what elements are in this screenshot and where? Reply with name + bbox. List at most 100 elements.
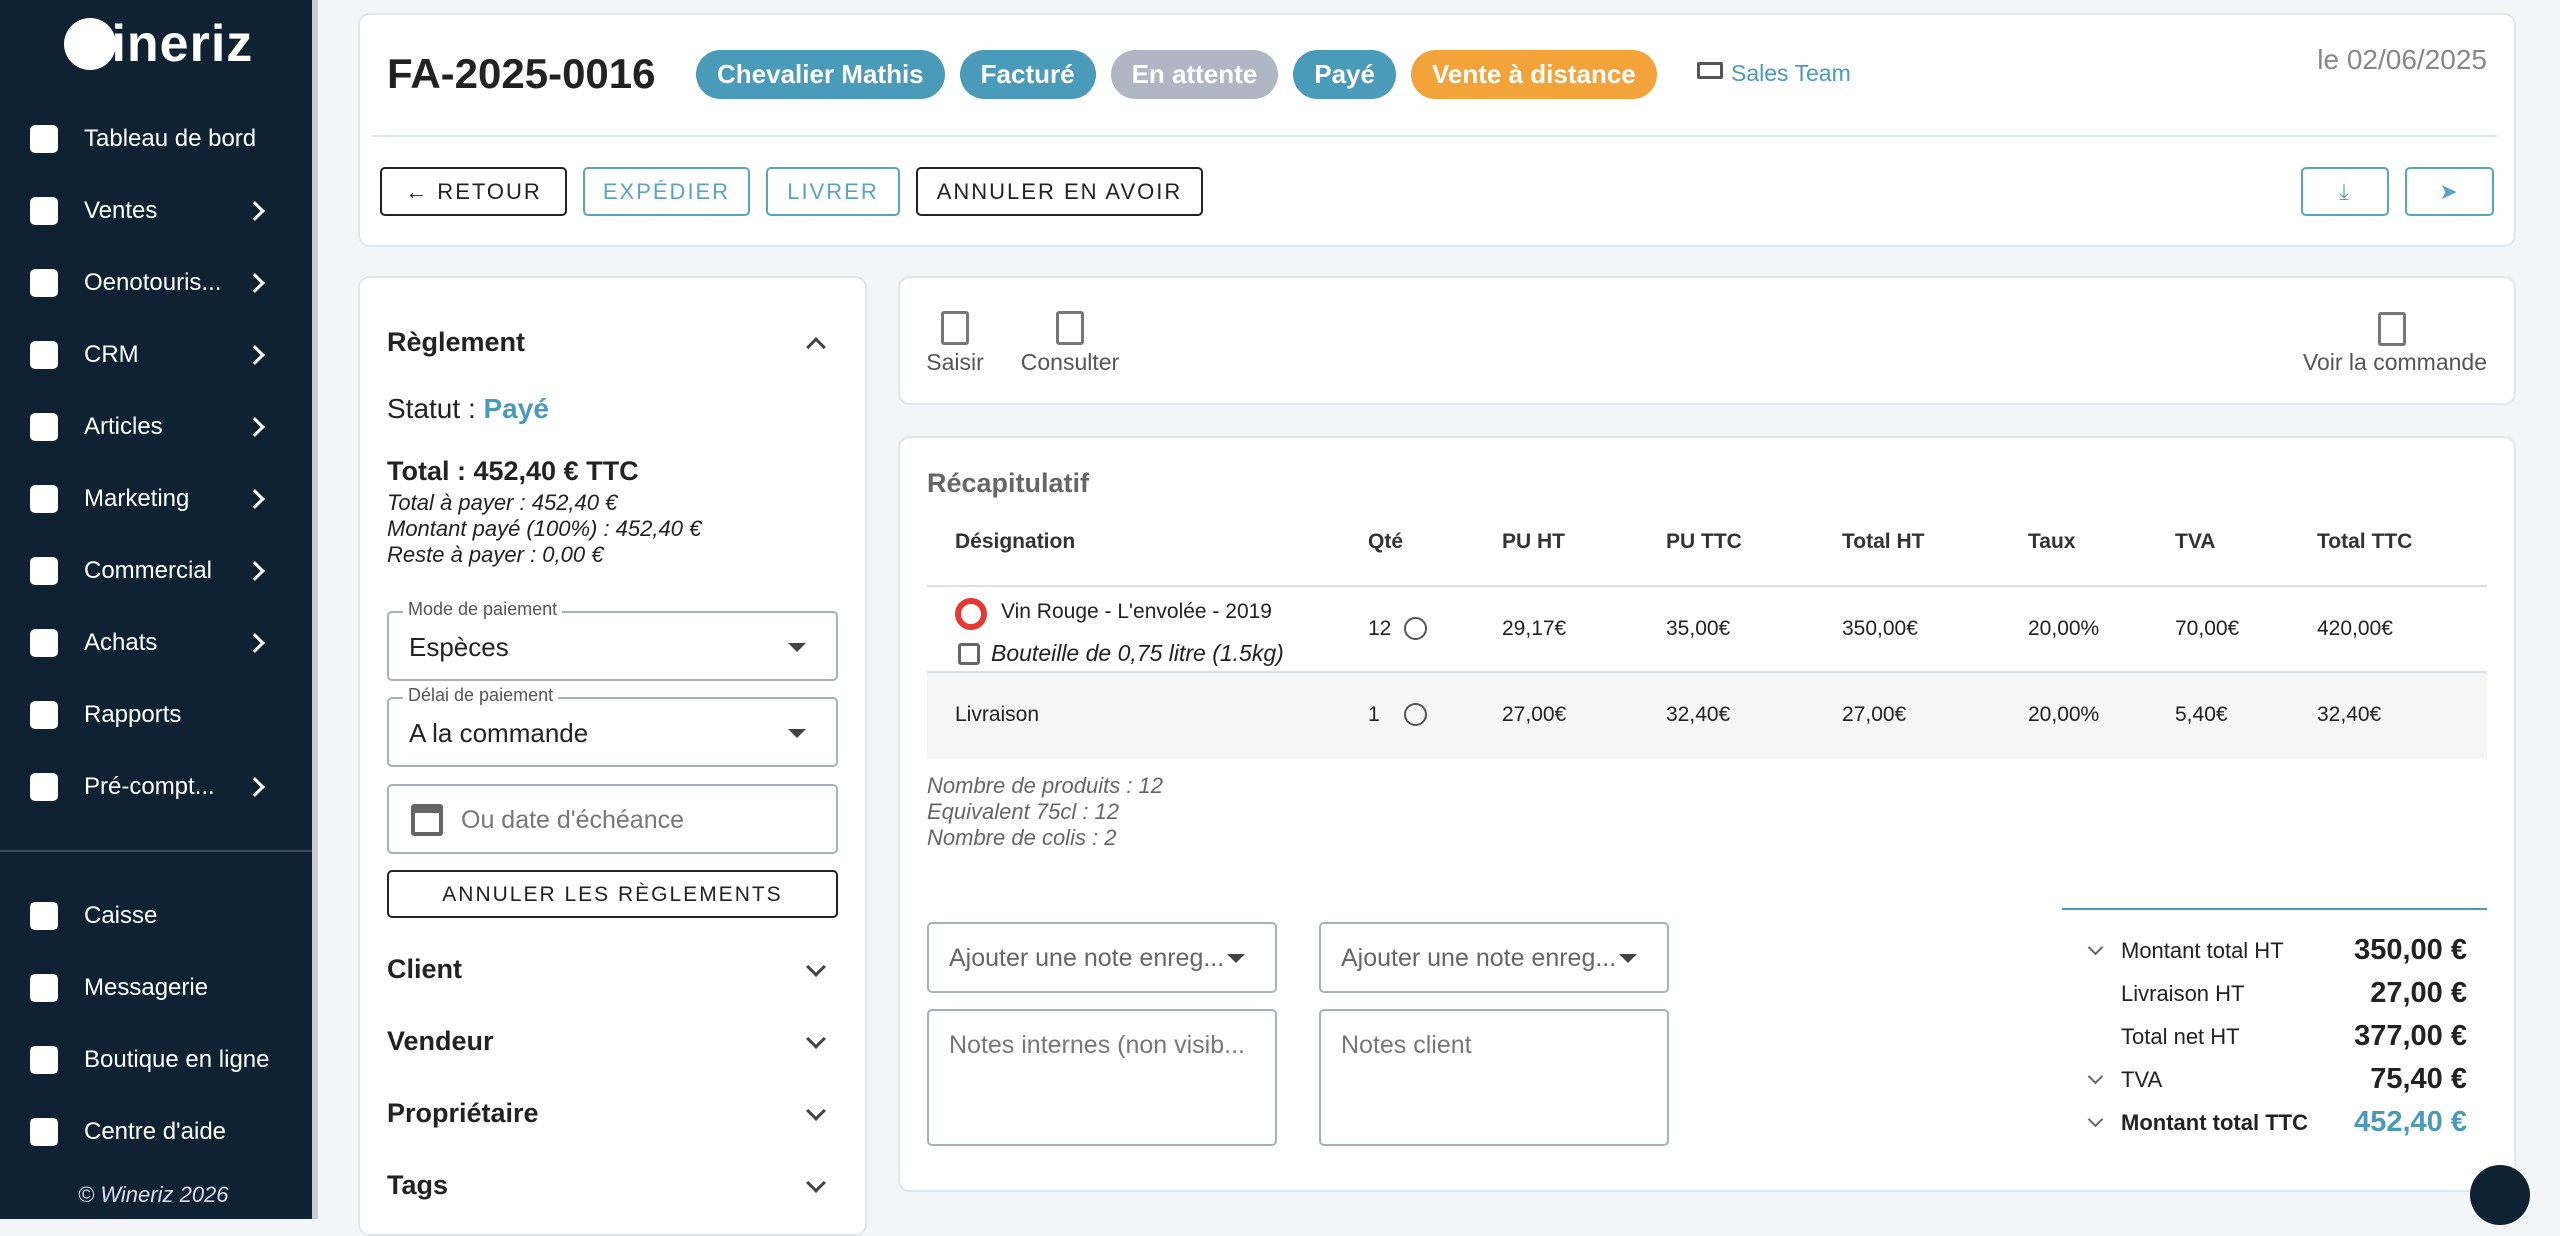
team-link[interactable]: Sales Team [1731,60,1851,86]
package-icon [958,643,980,665]
note-textarea[interactable]: Notes client [1319,1009,1669,1146]
badges: Chevalier Mathis Facturé En attente Payé Ven… [696,50,1672,99]
menu-icon [30,902,58,930]
cell: 12 [1368,617,1392,640]
cell: 27,00€ [1502,703,1567,726]
column-header: Désignation [955,530,1076,553]
payment-title: Règlement [387,327,526,357]
section-title[interactable]: Propriétaire [387,1098,539,1128]
chat-button[interactable] [2470,1165,2530,1225]
menu-icon [30,974,58,1002]
cell: 32,40€ [1666,703,1731,726]
menu-item[interactable]: Achats [84,629,158,656]
menu-item[interactable]: Oenotouris... [84,269,222,296]
product-icon [955,598,987,630]
menu-item[interactable]: Articles [84,413,163,440]
total-label: Montant total HT [2121,938,2284,963]
cell: 5,40€ [2175,703,2228,726]
menu-item[interactable]: Commercial [84,557,213,584]
download-button[interactable]: ⤓ [2301,167,2389,216]
field-label: Délai de paiement [403,685,559,706]
menu-item[interactable]: Ventes [84,197,158,224]
toolbar-item[interactable]: Consulter [1020,349,1120,375]
note-textarea[interactable]: Notes internes (non visib... [927,1009,1277,1146]
logo: wineriz [70,15,254,73]
due-date-input[interactable]: Ou date d'échéance [387,784,838,854]
menu-item[interactable]: Messagerie [84,974,209,1001]
caret [788,643,806,652]
view-icon [2378,312,2406,346]
section-title[interactable]: Client [387,954,463,984]
caret [1619,954,1637,963]
menu-icon [30,629,58,657]
cancel-payments-button[interactable]: ANNULER LES RÈGLEMENTS [387,870,838,918]
menu-item[interactable]: Rapports [84,701,182,728]
field-label: Mode de paiement [403,599,563,620]
payment-delay-select[interactable]: Délai de paiement A la commande [387,685,838,767]
send-button[interactable]: ➤ [2405,167,2494,216]
count: Nombre de colis : 2 [927,825,1117,850]
placeholder: Ajouter une note enreg... [1341,944,1617,972]
count: Nombre de produits : 12 [927,773,1164,798]
status: Statut : Payé [387,393,549,425]
action-button[interactable]: EXPÉDIER [583,167,750,216]
column-header: PU HT [1502,530,1565,553]
menu-item[interactable]: CRM [84,341,139,368]
menu-item[interactable]: Pré-compt... [84,773,215,800]
field-value: Espèces [409,632,509,662]
section-title[interactable]: Tags [387,1170,449,1200]
menu-arrow [245,417,265,437]
info-icon[interactable] [1404,617,1427,640]
action-button[interactable]: ANNULER EN AVOIR [916,167,1203,216]
designation: Livraison [955,703,1040,726]
action-button[interactable]: LIVRER [766,167,900,216]
action-button[interactable]: ← RETOUR [380,167,567,216]
toolbar-icon [941,311,969,345]
menu-item[interactable]: Marketing [84,485,190,512]
menu-item[interactable]: Tableau de bord [84,125,257,152]
total-value: 75,40 € [2370,1063,2467,1095]
menu-arrow [245,489,265,509]
column-header: Taux [2028,530,2076,553]
info-icon[interactable] [1404,703,1427,726]
menu-icon [30,485,58,513]
menu-icon [30,557,58,585]
laptop-icon [1697,62,1723,79]
payment-detail: Montant payé (100%) : 452,40 € [387,516,702,541]
menu-icon [30,341,58,369]
badge: Payé [1293,50,1396,99]
menu-icon [30,1046,58,1074]
column-header: TVA [2175,530,2216,553]
menu-item[interactable]: Caisse [84,902,158,929]
menu-icon [30,413,58,441]
view-order[interactable]: Voir la commande [2302,349,2487,375]
placeholder: Ou date d'échéance [461,806,684,834]
badge: Facturé [959,50,1096,99]
note-select[interactable]: Ajouter une note enreg... [927,922,1277,993]
menu-arrow [245,633,265,653]
total-label: Total net HT [2121,1024,2240,1049]
menu-icon [30,197,58,225]
status-value: Payé [483,393,549,424]
note-select[interactable]: Ajouter une note enreg... [1319,922,1669,993]
placeholder: Notes client [1341,1031,1472,1059]
cell: 32,40€ [2317,703,2382,726]
menu-arrow [245,273,265,293]
total-label: Livraison HT [2121,981,2245,1006]
toolbar-item[interactable]: Saisir [926,349,984,375]
sidebar: wineriz © Wineriz 2026 Tableau de bord Ve… [0,0,318,1219]
separator [0,850,314,852]
section-title[interactable]: Vendeur [387,1026,494,1056]
cell: 350,00€ [1842,617,1918,640]
column-header: Total TTC [2317,530,2413,553]
badge: Chevalier Mathis [696,50,945,99]
invoice-number: FA-2025-0016 [387,50,656,97]
total-value: 27,00 € [2370,977,2467,1009]
menu-item[interactable]: Boutique en ligne [84,1046,270,1073]
badge: En attente [1110,50,1279,99]
total-label: TVA [2121,1067,2163,1092]
payment-mode-select[interactable]: Mode de paiement Espèces [387,599,838,681]
row-bg [927,673,2487,759]
menu-item[interactable]: Centre d'aide [84,1118,227,1145]
field-value: A la commande [409,718,589,748]
